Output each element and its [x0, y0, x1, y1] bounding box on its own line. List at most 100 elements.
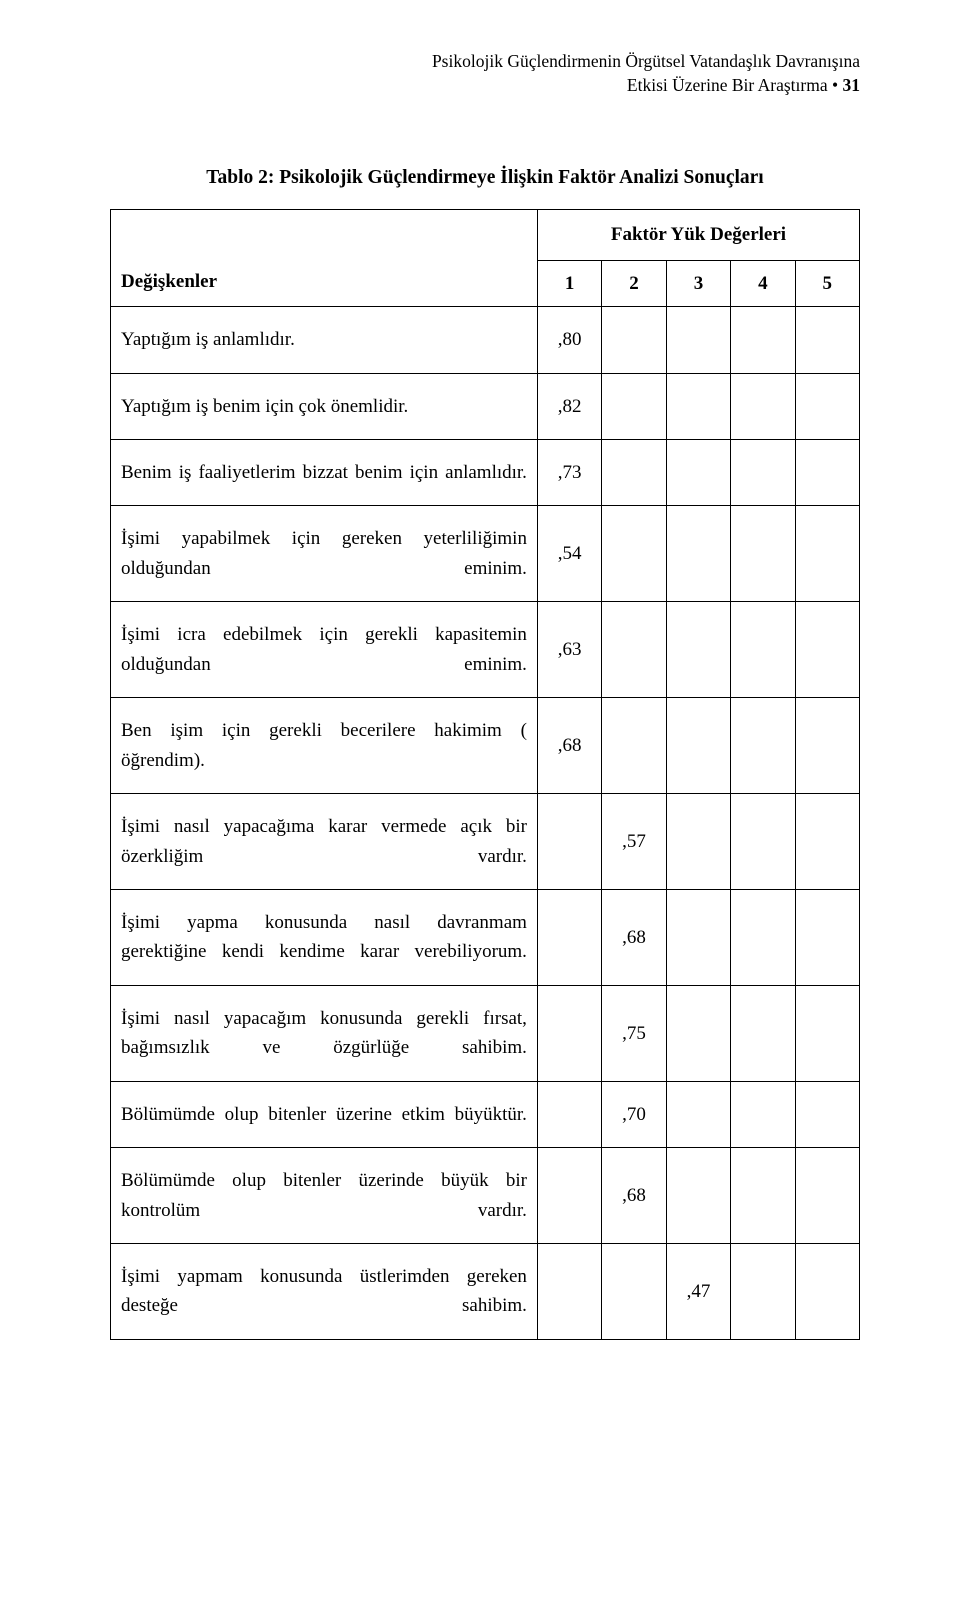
table-row: Ben işim için gerekli becerilere hakimim… — [111, 698, 860, 794]
table-row: İşimi yapma konusunda nasıl davranmam ge… — [111, 889, 860, 985]
value-cell — [731, 307, 795, 373]
value-cell — [602, 506, 666, 602]
header-line1: Psikolojik Güçlendirmenin Örgütsel Vatan… — [432, 51, 860, 71]
value-cell — [666, 985, 730, 1081]
running-header: Psikolojik Güçlendirmenin Örgütsel Vatan… — [110, 50, 860, 97]
header-variables: Değişkenler — [111, 210, 538, 307]
value-cell — [666, 307, 730, 373]
value-cell: ,47 — [666, 1244, 730, 1340]
table-row: İşimi nasıl yapacağım konusunda gerekli … — [111, 985, 860, 1081]
value-cell — [795, 373, 859, 439]
value-cell — [795, 506, 859, 602]
header-factor-values: Faktör Yük Değerleri — [537, 210, 859, 260]
variable-cell: Ben işim için gerekli becerilere hakimim… — [111, 698, 538, 794]
table-row: Benim iş faaliyetlerim bizzat benim için… — [111, 440, 860, 506]
value-cell — [795, 1148, 859, 1244]
value-cell — [795, 307, 859, 373]
value-cell — [537, 1081, 601, 1147]
value-cell — [731, 1148, 795, 1244]
value-cell — [795, 985, 859, 1081]
variable-cell: İşimi yapma konusunda nasıl davranmam ge… — [111, 889, 538, 985]
value-cell — [795, 889, 859, 985]
value-cell — [795, 602, 859, 698]
variable-cell: Yaptığım iş benim için çok önemlidir. — [111, 373, 538, 439]
value-cell — [666, 373, 730, 439]
value-cell — [795, 1244, 859, 1340]
table-head: Değişkenler Faktör Yük Değerleri 1 2 3 4… — [111, 210, 860, 307]
value-cell — [537, 1148, 601, 1244]
value-cell — [602, 440, 666, 506]
value-cell — [602, 602, 666, 698]
value-cell: ,68 — [537, 698, 601, 794]
col-2: 2 — [602, 260, 666, 306]
table-row: İşimi nasıl yapacağıma karar vermede açı… — [111, 794, 860, 890]
col-1: 1 — [537, 260, 601, 306]
value-cell: ,75 — [602, 985, 666, 1081]
table-body: Yaptığım iş anlamlıdır.,80Yaptığım iş be… — [111, 307, 860, 1340]
variable-cell: İşimi nasıl yapacağım konusunda gerekli … — [111, 985, 538, 1081]
value-cell: ,68 — [602, 889, 666, 985]
value-cell — [795, 440, 859, 506]
value-cell — [537, 889, 601, 985]
value-cell: ,68 — [602, 1148, 666, 1244]
value-cell: ,70 — [602, 1081, 666, 1147]
page: Psikolojik Güçlendirmenin Örgütsel Vatan… — [0, 0, 960, 1611]
value-cell: ,54 — [537, 506, 601, 602]
variable-cell: Bölümümde olup bitenler üzerine etkim bü… — [111, 1081, 538, 1147]
value-cell: ,80 — [537, 307, 601, 373]
variable-cell: İşimi yapmam konusunda üstlerimden gerek… — [111, 1244, 538, 1340]
value-cell — [795, 698, 859, 794]
value-cell — [731, 985, 795, 1081]
value-cell — [666, 602, 730, 698]
table-row: Bölümümde olup bitenler üzerine etkim bü… — [111, 1081, 860, 1147]
variable-cell: Yaptığım iş anlamlıdır. — [111, 307, 538, 373]
value-cell — [731, 1244, 795, 1340]
factor-analysis-table: Değişkenler Faktör Yük Değerleri 1 2 3 4… — [110, 209, 860, 1340]
value-cell — [731, 602, 795, 698]
table-row: Yaptığım iş anlamlıdır.,80 — [111, 307, 860, 373]
value-cell: ,82 — [537, 373, 601, 439]
variable-cell: İşimi icra edebilmek için gerekli kapasi… — [111, 602, 538, 698]
value-cell — [666, 506, 730, 602]
value-cell — [666, 440, 730, 506]
table-row: İşimi yapmam konusunda üstlerimden gerek… — [111, 1244, 860, 1340]
col-4: 4 — [731, 260, 795, 306]
value-cell — [731, 1081, 795, 1147]
value-cell — [731, 889, 795, 985]
value-cell — [731, 698, 795, 794]
col-5: 5 — [795, 260, 859, 306]
value-cell — [537, 794, 601, 890]
value-cell — [666, 794, 730, 890]
table-row: İşimi icra edebilmek için gerekli kapasi… — [111, 602, 860, 698]
table-row: İşimi yapabilmek için gereken yeterliliğ… — [111, 506, 860, 602]
value-cell: ,57 — [602, 794, 666, 890]
value-cell — [537, 1244, 601, 1340]
value-cell — [795, 794, 859, 890]
variable-cell: İşimi yapabilmek için gereken yeterliliğ… — [111, 506, 538, 602]
value-cell — [666, 1148, 730, 1244]
value-cell — [731, 373, 795, 439]
value-cell — [731, 440, 795, 506]
col-3: 3 — [666, 260, 730, 306]
value-cell: ,73 — [537, 440, 601, 506]
page-number: 31 — [843, 75, 861, 95]
value-cell — [666, 1081, 730, 1147]
header-line2: Etkisi Üzerine Bir Araştırma • — [627, 75, 838, 95]
value-cell — [731, 794, 795, 890]
table-row: Yaptığım iş benim için çok önemlidir.,82 — [111, 373, 860, 439]
table-title: Tablo 2: Psikolojik Güçlendirmeye İlişki… — [110, 167, 860, 189]
value-cell — [602, 373, 666, 439]
value-cell: ,63 — [537, 602, 601, 698]
variable-cell: İşimi nasıl yapacağıma karar vermede açı… — [111, 794, 538, 890]
value-cell — [731, 506, 795, 602]
variable-cell: Benim iş faaliyetlerim bizzat benim için… — [111, 440, 538, 506]
value-cell — [666, 889, 730, 985]
value-cell — [602, 307, 666, 373]
table-row: Bölümümde olup bitenler üzerinde büyük b… — [111, 1148, 860, 1244]
value-cell — [795, 1081, 859, 1147]
value-cell — [666, 698, 730, 794]
value-cell — [602, 698, 666, 794]
value-cell — [537, 985, 601, 1081]
variable-cell: Bölümümde olup bitenler üzerinde büyük b… — [111, 1148, 538, 1244]
value-cell — [602, 1244, 666, 1340]
